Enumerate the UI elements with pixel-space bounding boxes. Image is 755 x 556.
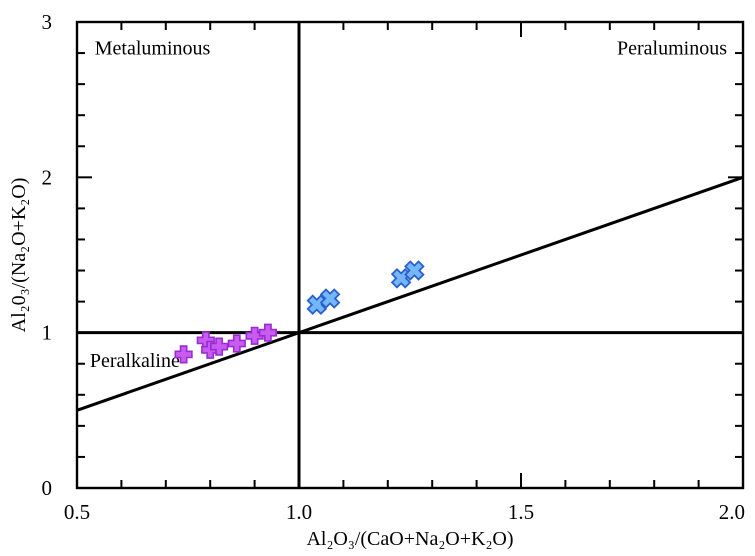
x-tick-label: 1.5 xyxy=(508,500,534,524)
data-point-plus xyxy=(210,337,229,356)
reference-line-diagonal-ank-equals-acnk xyxy=(76,175,744,412)
x-tick-label: 1.0 xyxy=(286,500,312,524)
data-point-x xyxy=(319,288,341,309)
data-point-x xyxy=(404,260,425,281)
y-tick-label: 2 xyxy=(42,165,53,189)
data-point-plus xyxy=(245,326,264,345)
data-point-plus xyxy=(227,334,246,353)
x-tick-label: 0.5 xyxy=(64,500,90,524)
data-point-plus xyxy=(258,323,277,342)
y-tick-label: 0 xyxy=(42,476,53,500)
annotation-peralkaline: Peralkaline xyxy=(90,350,180,372)
annotation-peraluminous: Peraluminous xyxy=(617,38,727,60)
annotation-metaluminous: Metaluminous xyxy=(95,38,211,60)
y-tick-label: 3 xyxy=(42,10,53,34)
plot-border xyxy=(75,20,745,490)
data-point-x xyxy=(306,294,328,315)
data-point-plus xyxy=(174,345,193,364)
y-tick-label: 1 xyxy=(42,321,53,345)
y-axis-title: Al₂0₃/(Na₂O+K₂O) xyxy=(8,178,30,333)
x-axis-title: Al₂O₃/(CaO+Na₂O+K₂O) xyxy=(306,528,513,550)
x-tick-label: 2.0 xyxy=(719,500,745,524)
